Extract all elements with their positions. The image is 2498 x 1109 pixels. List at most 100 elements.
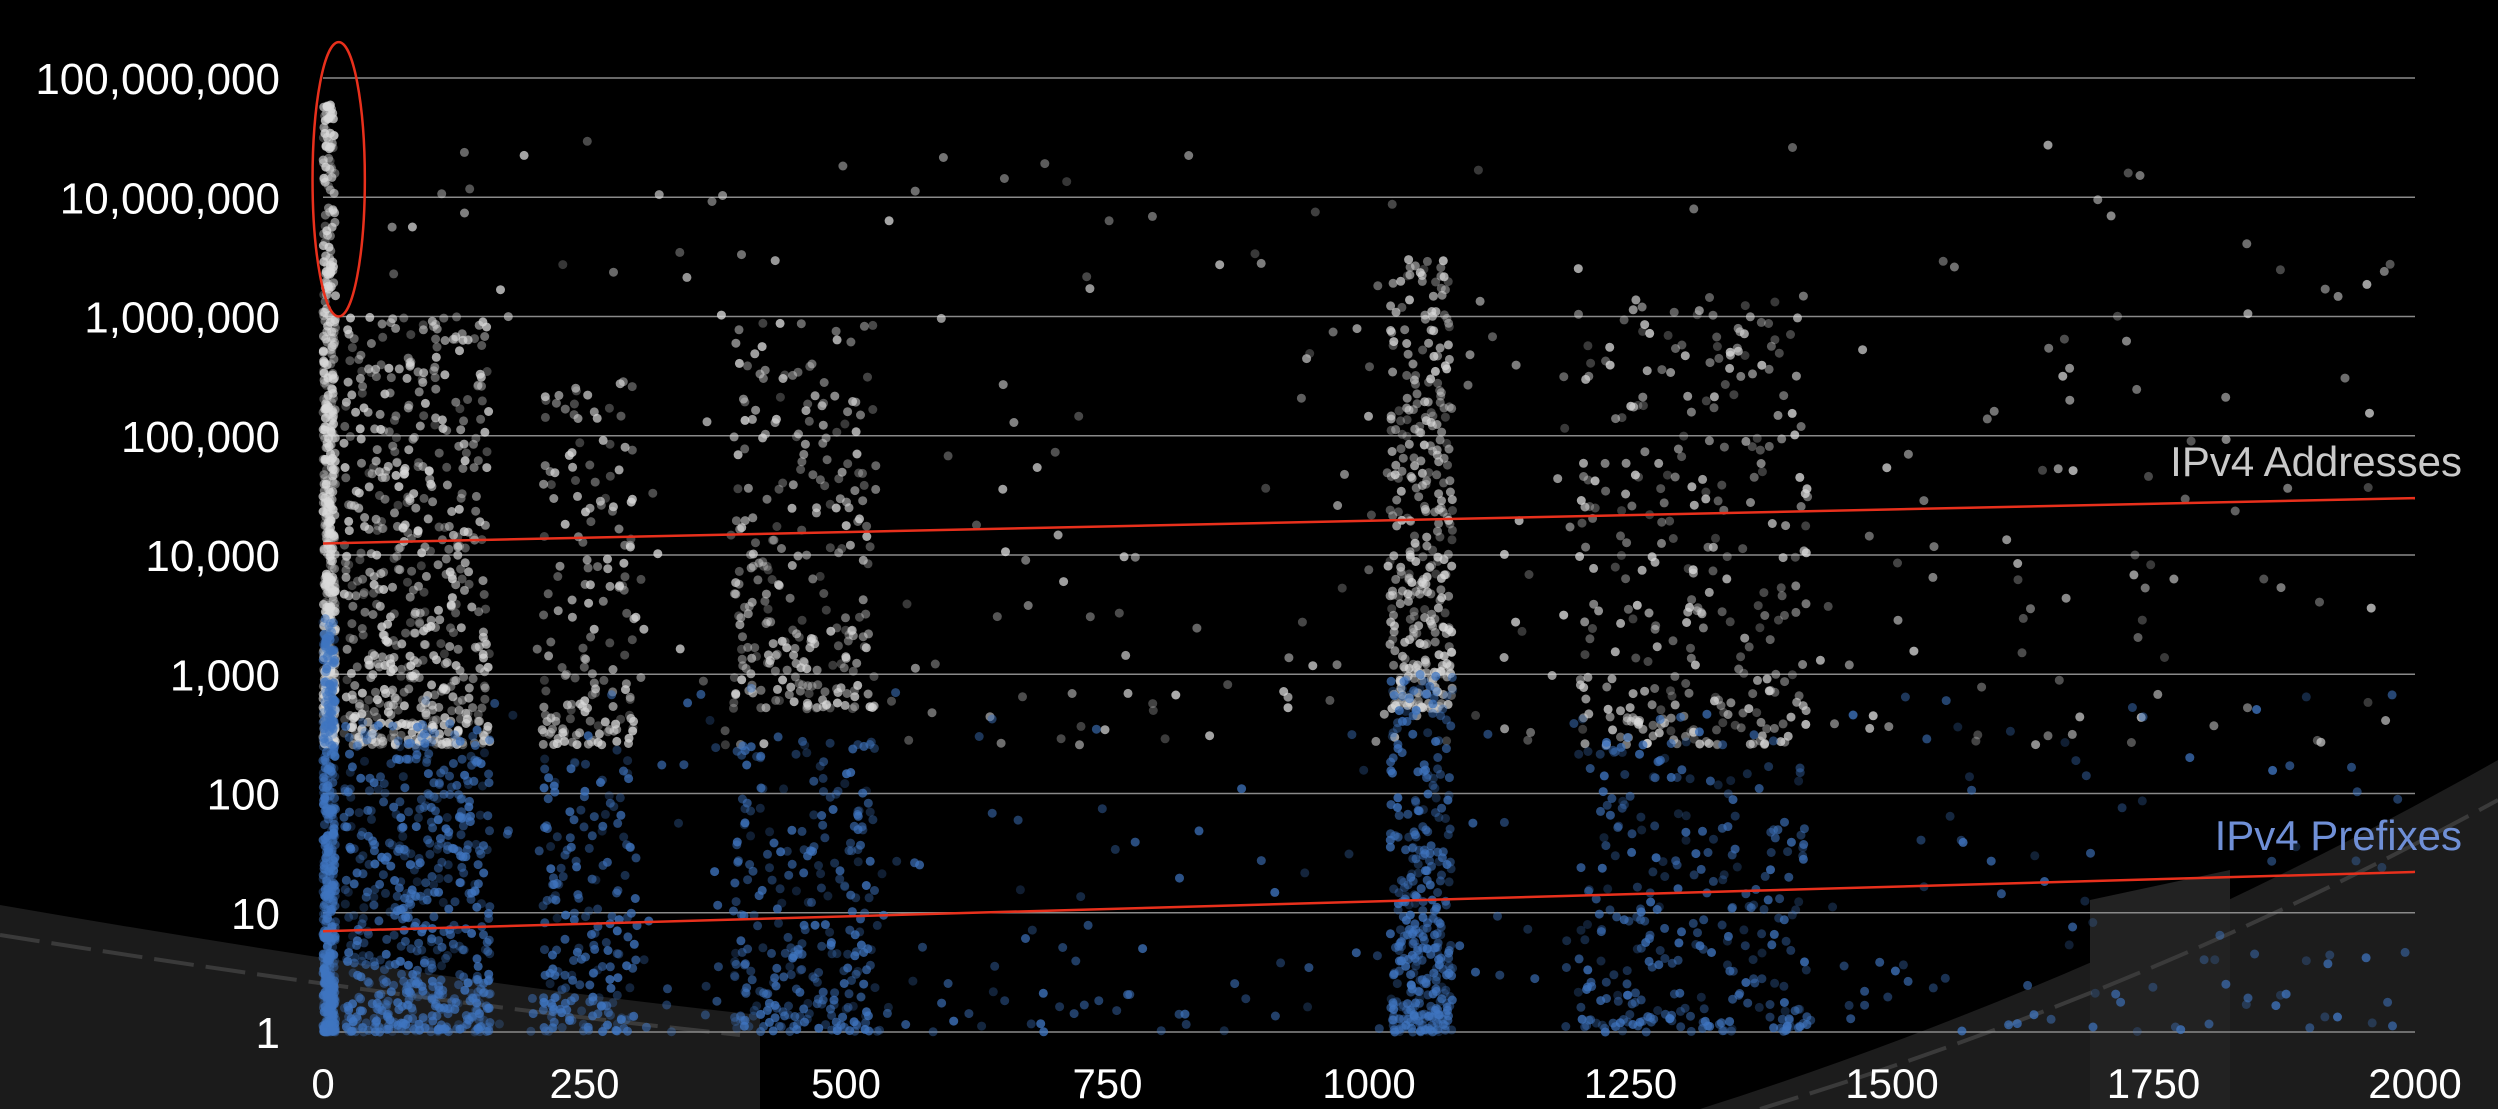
- data-point: [1728, 795, 1738, 805]
- data-point: [388, 582, 397, 592]
- data-point: [482, 367, 492, 376]
- data-point: [391, 323, 401, 333]
- data-point: [454, 705, 464, 715]
- data-point: [481, 604, 491, 614]
- data-point: [399, 844, 409, 854]
- data-point: [1576, 925, 1586, 935]
- data-point: [1423, 587, 1432, 597]
- data-point: [1746, 903, 1756, 913]
- y-axis-tick-labels: 1101001,00010,000100,0001,000,00010,000,…: [35, 55, 280, 1058]
- data-point: [1784, 1014, 1794, 1024]
- data-point: [431, 413, 441, 423]
- data-point: [558, 872, 568, 882]
- data-point: [2387, 690, 2397, 700]
- data-point: [1686, 1011, 1695, 1021]
- data-point: [760, 596, 770, 606]
- data-point: [460, 208, 469, 218]
- data-point: [2138, 712, 2148, 722]
- data-point: [1708, 876, 1718, 886]
- data-point: [368, 836, 378, 846]
- data-point: [418, 896, 428, 905]
- data-point: [1610, 851, 1620, 861]
- data-point: [1971, 736, 1981, 746]
- data-point: [746, 563, 756, 573]
- data-point: [1408, 876, 1418, 886]
- data-point: [1433, 552, 1443, 562]
- data-point: [320, 454, 330, 464]
- data-point: [1681, 731, 1690, 741]
- data-point: [431, 739, 441, 749]
- data-point: [432, 945, 442, 955]
- data-point: [1860, 1000, 1870, 1010]
- data-point: [1677, 765, 1687, 775]
- data-point: [858, 468, 867, 478]
- data-point: [859, 480, 869, 490]
- data-point: [330, 479, 340, 489]
- data-point: [392, 891, 402, 901]
- data-point: [2275, 265, 2285, 275]
- data-point: [1160, 734, 1170, 744]
- data-point: [1638, 740, 1648, 750]
- ribbon-right: [1700, 760, 2498, 1109]
- data-point: [327, 563, 337, 573]
- data-point: [320, 473, 330, 483]
- data-point: [2030, 851, 2040, 861]
- data-point: [747, 975, 757, 985]
- data-point: [1387, 704, 1397, 713]
- data-point: [813, 680, 823, 690]
- data-point: [740, 602, 750, 612]
- data-point: [1398, 651, 1407, 661]
- data-point: [323, 401, 333, 411]
- data-point: [1444, 444, 1454, 454]
- data-point: [1053, 530, 1063, 540]
- data-point: [1428, 773, 1438, 783]
- data-point: [1609, 970, 1619, 980]
- data-point: [473, 860, 483, 870]
- data-point: [762, 494, 772, 504]
- data-point: [1755, 736, 1765, 746]
- data-point: [737, 250, 746, 260]
- data-point: [358, 381, 368, 391]
- data-point: [605, 975, 615, 984]
- data-point: [1640, 320, 1650, 330]
- data-point: [1408, 1027, 1418, 1037]
- data-point: [457, 489, 467, 499]
- data-point: [348, 721, 358, 731]
- data-point: [1445, 824, 1455, 834]
- data-point: [2268, 765, 2278, 775]
- data-point: [386, 710, 396, 720]
- data-point: [740, 444, 750, 454]
- data-point: [1438, 622, 1448, 632]
- data-point: [1738, 544, 1748, 554]
- data-point: [327, 164, 337, 174]
- data-point: [616, 810, 626, 820]
- data-point: [426, 817, 436, 827]
- data-point: [365, 773, 375, 783]
- data-point: [1757, 731, 1767, 741]
- data-point: [326, 803, 336, 813]
- data-point: [1437, 496, 1446, 506]
- data-point: [764, 998, 774, 1008]
- data-point: [1623, 990, 1633, 1000]
- data-point: [347, 343, 357, 353]
- data-point: [1594, 606, 1604, 616]
- data-point: [1374, 1024, 1384, 1034]
- data-point: [458, 821, 468, 831]
- data-point: [328, 606, 338, 616]
- data-point: [463, 840, 473, 850]
- data-point: [1865, 723, 1875, 733]
- data-point: [817, 941, 827, 951]
- data-point: [740, 987, 750, 997]
- data-point: [392, 521, 402, 531]
- data-point: [460, 543, 470, 553]
- data-point: [1125, 990, 1135, 999]
- data-point: [456, 830, 466, 840]
- data-point: [383, 461, 393, 471]
- series-label: IPv4 Prefixes: [2215, 812, 2462, 859]
- data-point: [324, 485, 334, 495]
- data-point: [1765, 635, 1775, 645]
- data-point: [1576, 863, 1586, 873]
- data-point: [825, 543, 835, 553]
- data-point: [1650, 821, 1660, 831]
- data-point: [799, 449, 809, 459]
